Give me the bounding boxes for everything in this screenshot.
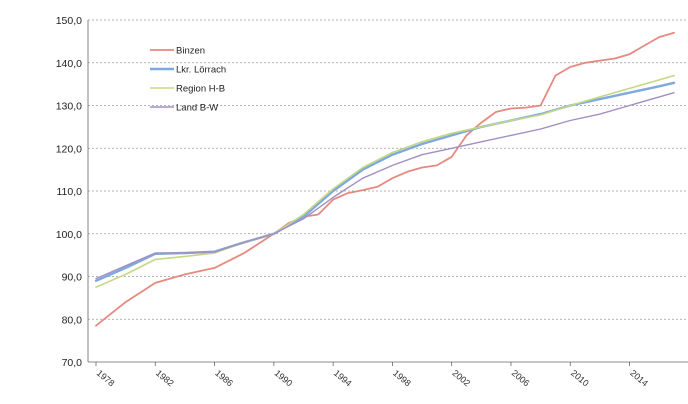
x-tick-label: 2002 (450, 368, 472, 389)
series-line-2 (95, 74, 675, 289)
grid-layer (88, 19, 688, 320)
series-line-0 (95, 31, 675, 327)
series-line-3 (95, 91, 675, 280)
x-tick-label: 1986 (213, 368, 235, 389)
axis-layer (87, 20, 688, 366)
y-tick-label: 120,0 (56, 143, 82, 155)
x-tick-label: 2014 (628, 368, 650, 389)
x-tick-label: 2006 (510, 368, 532, 389)
y-tick-label: 130,0 (56, 101, 82, 113)
y-tick-label: 100,0 (56, 229, 82, 241)
y-tick-label: 110,0 (57, 186, 83, 198)
x-axis-ticks: 1978 1982 1986 1990 1994 1998 2002 2006 2010 2014 (95, 368, 650, 389)
y-tick-label: 70,0 (62, 357, 83, 369)
x-tick-label: 2010 (569, 368, 591, 389)
y-tick-label: 90,0 (62, 272, 83, 284)
x-tick-label: 1978 (95, 368, 117, 389)
legend-label: Region H-B (176, 84, 225, 95)
y-tick-label: 140,0 (56, 58, 82, 70)
legend-label: Lkr. Lörrach (176, 65, 226, 76)
legend: Binzen Lkr. Lörrach Region H-B Land B-W (150, 46, 226, 114)
series-layer (94, 31, 676, 327)
y-axis-ticks: 70,0 80,0 90,0 100,0 110,0 120,0 130,0 140,0 150… (56, 15, 82, 369)
x-tick-label: 1998 (391, 368, 413, 389)
y-tick-label: 150,0 (56, 15, 82, 27)
y-tick-label: 80,0 (62, 314, 83, 326)
legend-label: Binzen (176, 46, 205, 57)
x-tick-label: 1990 (273, 368, 295, 389)
legend-label: Land B-W (176, 103, 218, 114)
x-tick-label: 1994 (332, 368, 354, 389)
x-tick-label: 1982 (154, 368, 176, 389)
